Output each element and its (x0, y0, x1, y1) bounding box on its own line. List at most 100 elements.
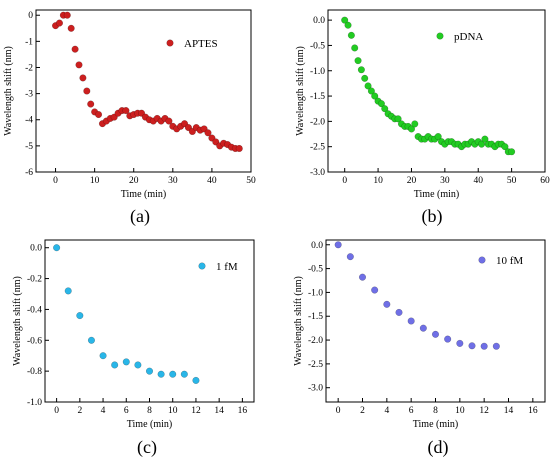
legend-label: 10 fM (496, 255, 523, 267)
x-tick-label: 10 (90, 176, 100, 186)
x-tick-label: 30 (440, 176, 450, 186)
panel-label-c: (c) (137, 437, 157, 457)
x-tick-label: 4 (384, 406, 389, 416)
data-point (431, 330, 440, 338)
x-tick-label: 0 (342, 176, 347, 186)
data-point (357, 66, 365, 74)
x-tick-label: 12 (479, 406, 489, 416)
data-point (94, 110, 103, 119)
data-point (79, 74, 87, 82)
legend-marker (198, 262, 206, 270)
data-point (76, 312, 84, 320)
data-point (344, 21, 352, 29)
x-axis-label: Time (min) (414, 189, 459, 200)
y-axis-label: Wavelength shift (nm) (3, 46, 14, 136)
chart-panel-1: 0 10 20 30 40 50 60 0.0 -0.5 -1.0 -1.5 -2.0 -2.5 -3.0… (295, 9, 550, 200)
y-tick-label: -6 (25, 168, 33, 178)
y-tick-label: -0.8 (27, 367, 42, 377)
x-tick-label: 8 (433, 406, 438, 416)
data-point (481, 135, 489, 143)
y-axis-label: Wavelength shift (nm) (293, 276, 304, 366)
x-tick-label: 12 (191, 406, 201, 416)
x-tick-label: 0 (336, 406, 341, 416)
data-point (346, 253, 354, 261)
data-point (55, 19, 64, 27)
data-point (358, 273, 367, 281)
data-point (180, 370, 188, 378)
plot-frame (327, 9, 546, 173)
panel-label-a: (a) (130, 206, 150, 226)
data-point (381, 105, 389, 113)
data-point (157, 370, 165, 378)
data-point (71, 45, 79, 53)
chart-panel-3: 0 2 4 6 8 10 12 14 16 0.0 -0.5 -1.0 -1.5 -2.0 -2.5 -3.0… (293, 239, 546, 430)
data-point (383, 300, 391, 308)
data-point (75, 61, 83, 69)
data-point (394, 115, 402, 123)
legend-label: 1 fM (216, 261, 238, 273)
y-tick-label: 0.0 (30, 244, 42, 254)
x-tick-label: 8 (147, 406, 152, 416)
data-point (377, 100, 385, 108)
data-point (341, 16, 349, 24)
x-tick-label: 6 (409, 406, 414, 416)
data-point (371, 92, 379, 100)
x-tick-label: 60 (540, 176, 550, 186)
data-point (434, 133, 442, 141)
y-tick-label: -4 (25, 116, 33, 126)
legend-marker (436, 32, 444, 40)
data-point (235, 144, 243, 153)
data-point (468, 342, 476, 350)
data-point (122, 358, 130, 366)
data-point (354, 57, 362, 65)
x-tick-label: 0 (54, 406, 59, 416)
y-tick-label: -2.0 (308, 336, 323, 346)
x-tick-label: 40 (473, 176, 483, 186)
legend-label: pDNA (454, 31, 483, 43)
x-tick-label: 10 (168, 406, 178, 416)
x-tick-label: 6 (124, 406, 129, 416)
data-point (395, 308, 403, 316)
data-point (419, 324, 427, 332)
data-point (364, 82, 372, 90)
y-tick-label: -1.0 (308, 288, 323, 298)
data-point (407, 317, 415, 325)
y-tick-label: -3.0 (310, 168, 325, 178)
x-tick-label: 4 (101, 406, 106, 416)
x-tick-label: 50 (246, 176, 256, 186)
data-point (444, 335, 452, 343)
data-point (165, 117, 173, 125)
chart-panel-2: 0 2 4 6 8 10 12 14 16 0.0 -0.2 -0.4 -0.6 -0.8 -1.0 Time… (12, 239, 255, 430)
legend-marker (166, 39, 174, 47)
data-point (134, 361, 142, 369)
data-point (99, 352, 107, 360)
x-tick-label: 10 (373, 176, 383, 186)
y-tick-label: -0.5 (310, 41, 325, 51)
data-point (492, 342, 500, 350)
data-point (501, 143, 509, 151)
data-point (169, 370, 177, 378)
y-tick-label: -0.4 (27, 305, 42, 315)
chart-panel-0: 0 10 20 30 40 50 0 -1 -2 -3 -4 -5 -6 Time (min) Wavele… (3, 9, 256, 200)
data-point (478, 140, 486, 148)
data-point (122, 107, 130, 115)
data-point (407, 125, 416, 133)
x-axis-label: Time (min) (121, 189, 166, 200)
x-tick-label: 2 (77, 406, 82, 416)
y-tick-label: -1.5 (310, 92, 325, 102)
x-tick-label: 16 (238, 406, 248, 416)
y-tick-label: -1.0 (310, 67, 325, 77)
x-tick-label: 14 (214, 406, 224, 416)
y-tick-label: -1.5 (308, 312, 323, 322)
data-point (508, 148, 516, 156)
x-axis-label: Time (min) (413, 419, 458, 430)
y-tick-label: -2.5 (310, 143, 325, 153)
data-point (63, 11, 71, 19)
data-point (87, 336, 95, 344)
data-point (456, 339, 464, 347)
data-point (411, 120, 419, 128)
y-tick-label: -0.6 (27, 336, 42, 346)
panel-label-b: (b) (421, 206, 443, 226)
x-tick-label: 50 (507, 176, 517, 186)
data-point (87, 100, 95, 108)
